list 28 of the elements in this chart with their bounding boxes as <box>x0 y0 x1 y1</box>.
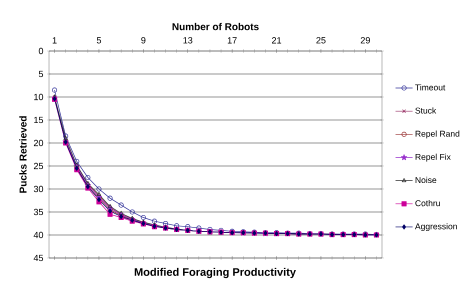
x-tick-label: 5 <box>96 37 102 44</box>
x-tick-label: 17 <box>228 37 237 44</box>
y-axis-title: Pucks Retrieved <box>19 116 27 193</box>
y-tick-label: 20 <box>34 140 44 146</box>
legend-label: Aggression <box>414 223 457 232</box>
y-tick-label: 5 <box>38 70 44 78</box>
y-tick-label: 30 <box>34 186 44 192</box>
x-tick-label: 25 <box>316 37 326 44</box>
legend-label: Noise <box>416 176 436 184</box>
legend-label: Cothru <box>415 200 440 206</box>
x-tick-label: 9 <box>141 37 146 44</box>
x-tick-label: 13 <box>183 37 192 44</box>
x-tick-label: 1 <box>52 37 57 44</box>
y-tick-label: 0 <box>38 48 44 54</box>
legend-label: Repel Fix <box>416 154 451 162</box>
x-axis-title: Number of Robots <box>172 22 259 30</box>
y-tick-label: 40 <box>34 232 44 238</box>
y-tick-label: 45 <box>34 254 44 262</box>
y-tick-label: 35 <box>34 208 44 216</box>
text: Modified Foraging Productivity <box>134 268 296 278</box>
x-tick-label: 29 <box>360 37 370 44</box>
y-tick-label: 15 <box>34 116 44 124</box>
y-tick-label: 10 <box>34 94 44 100</box>
legend-label: Timeout <box>415 84 446 90</box>
legend-label: Stuck <box>415 107 436 114</box>
y-tick-label: 25 <box>34 162 44 170</box>
x-tick-label: 21 <box>272 37 282 44</box>
legend-label: Repel Rand <box>416 130 460 138</box>
